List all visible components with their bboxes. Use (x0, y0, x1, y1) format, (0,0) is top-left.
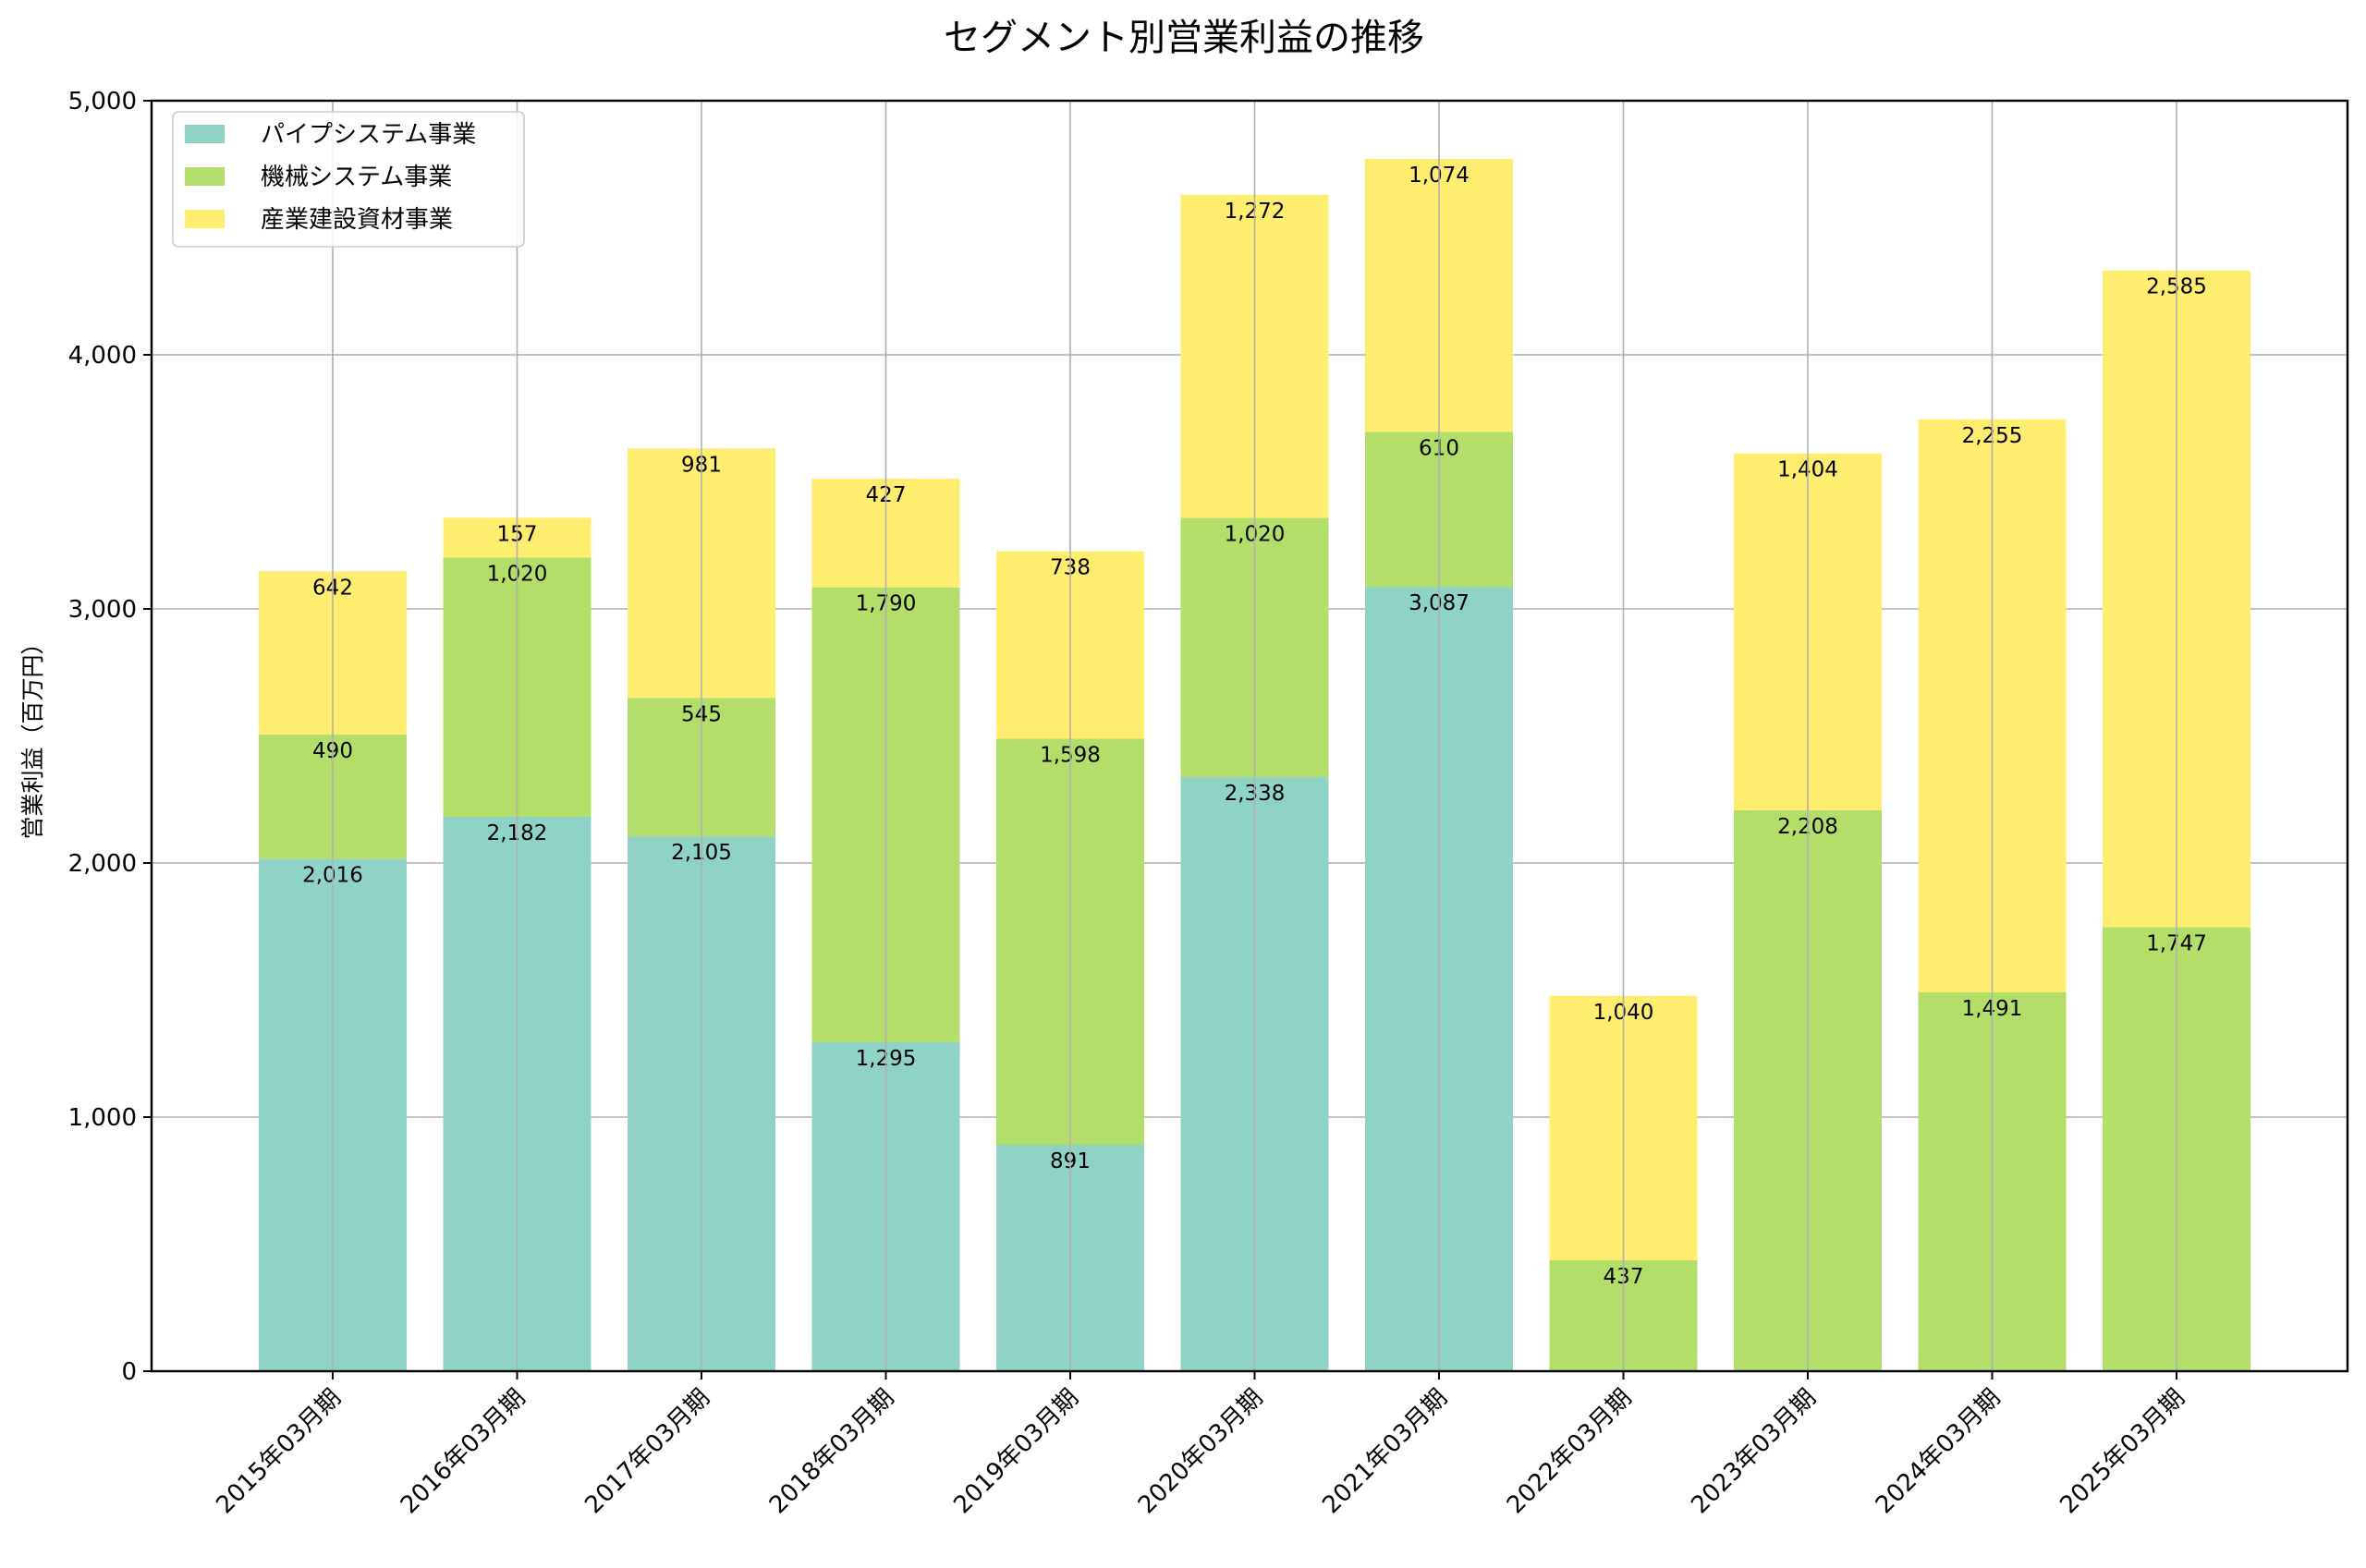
x-tick-label: 2025年03月期 (2055, 1384, 2190, 1520)
x-tick-label: 2016年03月期 (396, 1384, 531, 1520)
legend-box (172, 111, 525, 248)
y-axis: 0 1,000 2,000 3,000 4,000 5,000 (68, 88, 152, 1386)
chart-title: セグメント別営業利益の推移 (944, 17, 1424, 59)
y-tick-label: 5,000 (68, 88, 137, 115)
x-tick-label: 2018年03月期 (764, 1384, 900, 1520)
data-labels: 2,0164906422,1821,0201572,1055459811,295… (302, 101, 2207, 1371)
y-tick-label: 3,000 (68, 596, 137, 624)
plot-area-frame (150, 99, 2349, 1373)
x-tick-label: 2015年03月期 (211, 1384, 347, 1520)
x-tick-label: 2021年03月期 (1317, 1384, 1453, 1520)
legend-swatch (185, 167, 225, 186)
y-tick-label: 1,000 (68, 1104, 137, 1132)
x-tick-label: 2017年03月期 (579, 1384, 715, 1520)
x-tick-label: 2020年03月期 (1133, 1384, 1269, 1520)
y-tick-label: 2,000 (68, 850, 137, 878)
x-tick-label: 2023年03月期 (1686, 1384, 1822, 1520)
x-tick-label: 2019年03月期 (948, 1384, 1084, 1520)
x-tick-label: 2024年03月期 (1871, 1384, 2006, 1520)
legend-label: 機械システム事業 (261, 164, 452, 191)
y-tick-label: 4,000 (68, 342, 137, 370)
legend-label: 産業建設資材事業 (261, 206, 453, 234)
y-tick-label: 0 (121, 1358, 137, 1386)
legend-swatch (185, 210, 225, 228)
x-axis: 2015年03月期 2016年03月期 2017年03月期 2018年03月期 2019… (211, 1371, 2190, 1519)
legend-swatch (185, 125, 225, 143)
x-tick-label: 2022年03月期 (1502, 1384, 1638, 1520)
legend-label: パイプシステム事業 (261, 121, 476, 149)
y-axis-label: 営業利益（百万円） (19, 631, 46, 839)
